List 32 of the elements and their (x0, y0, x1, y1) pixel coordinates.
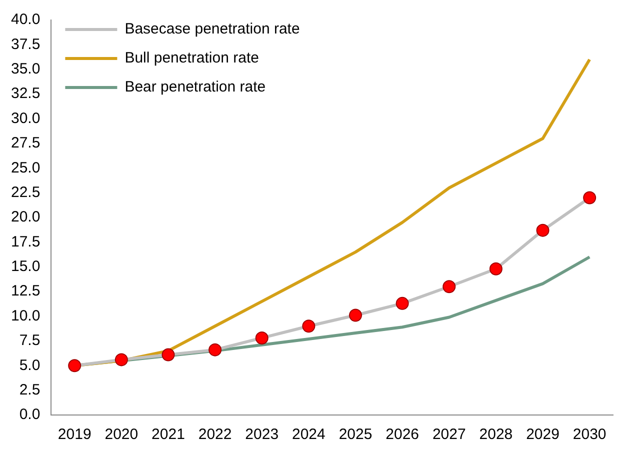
y-tick-label: 10.0 (10, 307, 40, 324)
y-tick-label: 15.0 (10, 258, 40, 276)
y-tick-label: 32.5 (10, 85, 40, 102)
y-tick-label: 2.5 (19, 381, 40, 398)
y-tick-label: 30.0 (10, 110, 40, 127)
y-tick-label: 25.0 (10, 159, 40, 176)
x-tick-label: 2021 (152, 426, 185, 444)
legend-label: Basecase penetration rate (124, 20, 300, 38)
y-tick-label: 20.0 (10, 208, 40, 226)
y-tick-label: 7.5 (19, 332, 40, 350)
y-tick-label: 5.0 (19, 356, 40, 374)
x-tick-label: 2027 (432, 426, 466, 444)
x-tick-label: 2030 (572, 426, 606, 444)
legend-label: Bull penetration rate (124, 50, 259, 67)
x-tick-label: 2025 (338, 426, 372, 444)
x-tick-label: 2020 (104, 426, 138, 444)
x-tick-label: 2022 (198, 426, 232, 444)
legend-label: Bear penetration rate (124, 78, 266, 96)
y-tick-label: 35.0 (10, 60, 40, 78)
y-tick-label: 12.5 (10, 282, 40, 300)
x-tick-label: 2023 (245, 426, 279, 444)
y-tick-label: 22.5 (10, 184, 40, 201)
y-tick-label: 27.5 (10, 134, 40, 152)
y-tick-label: 0.0 (19, 406, 40, 424)
y-tick-label: 17.5 (10, 233, 40, 250)
x-tick-label: 2026 (386, 426, 420, 444)
y-tick-label: 37.5 (10, 36, 40, 53)
x-tick-label: 2029 (526, 426, 560, 444)
x-tick-label: 2019 (58, 426, 92, 444)
y-tick-label: 40.0 (10, 11, 40, 28)
x-tick-label: 2028 (479, 426, 513, 444)
x-tick-label: 2024 (292, 426, 326, 444)
